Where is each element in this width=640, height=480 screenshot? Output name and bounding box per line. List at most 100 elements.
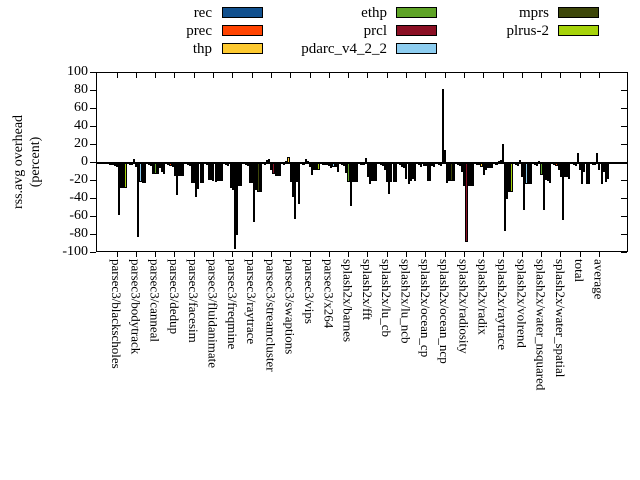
bar-mprs xyxy=(296,163,299,182)
bar-plrus-2 xyxy=(124,163,127,189)
legend-label-ethp: ethp xyxy=(361,5,387,21)
y-tick-label: -20 xyxy=(69,172,88,187)
bar-mprs xyxy=(546,163,550,181)
bar-rec xyxy=(495,163,498,165)
bar-prec xyxy=(208,163,211,181)
bar-thp xyxy=(403,163,406,168)
y-tick-label: -60 xyxy=(69,208,88,223)
bar-ethp xyxy=(270,163,273,171)
bar-mprs xyxy=(141,163,144,183)
x-tick-mark-top xyxy=(463,73,465,78)
bar-ethp xyxy=(598,163,601,171)
bar-prec xyxy=(265,160,269,163)
bar-rec xyxy=(302,163,305,165)
bar-plrus-2 xyxy=(606,163,610,180)
bar-plrus-2 xyxy=(163,163,166,174)
bar-rec xyxy=(360,163,363,165)
bar-rec xyxy=(591,163,595,165)
bar-mprs xyxy=(199,163,202,183)
bar-plrus-2 xyxy=(298,163,301,204)
bar-thp xyxy=(326,163,329,165)
legend-swatch-rec xyxy=(222,7,263,18)
x-tick-mark xyxy=(290,252,292,257)
y-tick-mark xyxy=(90,179,96,181)
bar-pdarc_v4_2_2 xyxy=(351,163,354,182)
bar-rec xyxy=(244,163,247,165)
x-tick-mark xyxy=(213,252,214,257)
bar-mprs xyxy=(450,163,453,181)
bar-rec xyxy=(398,163,402,165)
x-tick-mark-top xyxy=(135,73,137,78)
bar-rec xyxy=(456,163,459,165)
bar-rec xyxy=(341,163,344,165)
bar-pdarc_v4_2_2 xyxy=(448,163,451,181)
bar-thp xyxy=(441,89,444,163)
bar-ethp xyxy=(559,163,562,177)
x-category-label: parsec3/x264 xyxy=(321,259,337,329)
y-tick-mark-right xyxy=(621,71,627,73)
x-category-label: parsec3/streamcluster xyxy=(263,259,279,372)
x-category-label: parsec3/dedup xyxy=(166,259,182,335)
bar-prcl xyxy=(368,163,372,184)
bar-prcl xyxy=(446,163,449,183)
x-category-label: parsec3/freqmine xyxy=(224,259,240,350)
bar-ethp xyxy=(289,163,292,182)
bar-ethp xyxy=(347,163,350,182)
bar-thp xyxy=(287,156,290,163)
bar-plrus-2 xyxy=(549,163,552,183)
bar-ethp xyxy=(405,163,408,180)
bar-prcl xyxy=(349,163,352,207)
x-category-label: parsec3/facesim xyxy=(186,259,202,343)
y-tick-mark-right xyxy=(621,215,627,217)
bar-plrus-2 xyxy=(336,163,339,172)
x-tick-mark-top xyxy=(541,73,543,78)
y-axis-title-line: rss.avg overhead xyxy=(11,114,27,210)
bar-prec xyxy=(439,163,442,166)
bar-prec xyxy=(323,163,326,165)
bar-pdarc_v4_2_2 xyxy=(293,163,296,219)
y-tick-mark xyxy=(90,233,96,235)
bar-thp xyxy=(152,163,155,174)
x-tick-mark xyxy=(270,252,272,257)
bar-mprs xyxy=(315,163,318,171)
y-tick-label: 20 xyxy=(74,136,88,151)
x-category-label: splash2x/ocean_ncp xyxy=(437,259,453,364)
bar-thp xyxy=(306,161,309,164)
y-tick-mark xyxy=(90,161,96,163)
x-tick-mark xyxy=(328,252,330,257)
bar-prec xyxy=(343,163,346,166)
bar-thp xyxy=(519,160,522,163)
bar-rec xyxy=(186,163,189,165)
bar-prcl xyxy=(214,163,217,182)
bar-plrus-2 xyxy=(375,163,378,181)
bar-rec xyxy=(553,163,556,165)
bar-mprs xyxy=(411,163,414,180)
bar-pdarc_v4_2_2 xyxy=(390,163,393,182)
bar-prcl xyxy=(600,163,603,184)
x-category-label: average xyxy=(591,259,607,300)
bar-pdarc_v4_2_2 xyxy=(525,163,528,184)
bar-rec xyxy=(379,163,382,165)
x-tick-mark-top xyxy=(483,73,485,78)
bar-prcl xyxy=(311,163,314,175)
y-tick-mark-right xyxy=(621,179,627,181)
y-tick-mark xyxy=(90,251,96,253)
x-tick-mark xyxy=(386,252,388,257)
x-tick-mark-top xyxy=(348,73,350,78)
bar-thp xyxy=(113,163,116,166)
bar-rec xyxy=(514,163,517,165)
bar-prcl xyxy=(330,163,333,168)
bar-ethp xyxy=(463,163,466,187)
y-tick-label: 60 xyxy=(74,100,88,115)
bar-plrus-2 xyxy=(220,163,224,181)
x-tick-mark xyxy=(232,252,234,257)
bar-mprs xyxy=(527,163,530,184)
y-tick-label: -80 xyxy=(69,226,88,241)
bar-pdarc_v4_2_2 xyxy=(332,163,335,167)
bar-pdarc_v4_2_2 xyxy=(120,163,123,189)
x-category-label: splash2x/lu_cb xyxy=(379,259,395,337)
bar-ethp xyxy=(154,163,157,174)
bar-rec xyxy=(476,163,479,165)
bar-prcl xyxy=(426,163,429,181)
